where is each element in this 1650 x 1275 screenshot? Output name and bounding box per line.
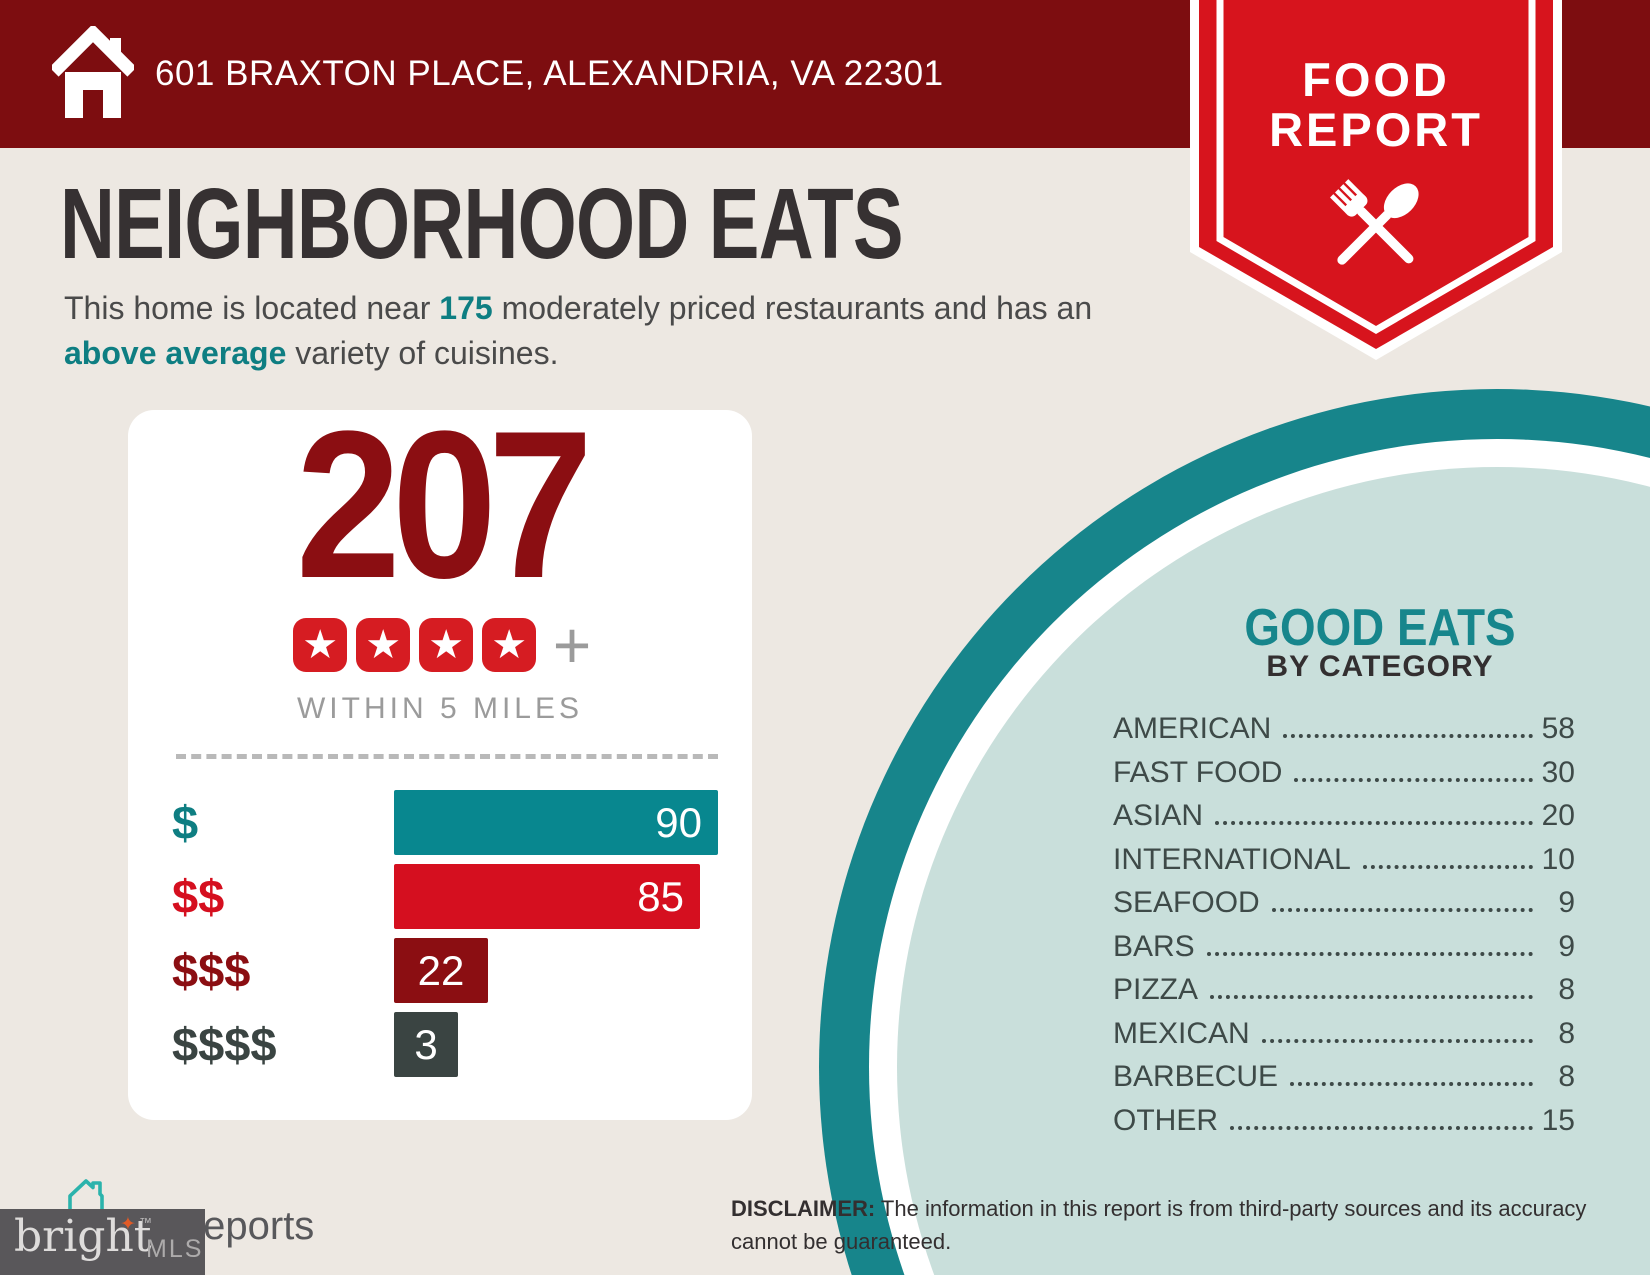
dotted-leader bbox=[1210, 994, 1533, 999]
list-item: INTERNATIONAL 10 bbox=[1113, 843, 1575, 887]
list-item: SEAFOOD 9 bbox=[1113, 886, 1575, 930]
ribbon-title-line2: REPORT bbox=[1269, 103, 1483, 156]
list-item: BARBECUE 8 bbox=[1113, 1060, 1575, 1104]
dotted-leader bbox=[1206, 951, 1533, 956]
category-label: PIZZA bbox=[1113, 973, 1199, 1006]
home-icon bbox=[52, 26, 134, 118]
mls-logo-text: MLS bbox=[146, 1235, 204, 1263]
stats-card: 207 ★ ★ ★ ★ + WITHIN 5 MILES $ 90 $$ 85 $$$ … bbox=[128, 400, 752, 1120]
bright-logo-text: bright bbox=[14, 1211, 152, 1262]
bright-mls-logo: bright ✦ ™ MLS bbox=[0, 1209, 205, 1275]
list-item: AMERICAN 58 bbox=[1113, 712, 1575, 756]
dotted-leader bbox=[1230, 1125, 1533, 1130]
dotted-leader bbox=[1362, 864, 1533, 869]
bar: 85 bbox=[394, 864, 700, 929]
category-label: BARS bbox=[1113, 929, 1195, 963]
category-label: ASIAN bbox=[1113, 799, 1204, 832]
category-value: 8 bbox=[1558, 1016, 1575, 1050]
dotted-leader bbox=[1261, 1038, 1533, 1043]
category-value: 9 bbox=[1558, 886, 1575, 919]
intro-pre: This home is located near bbox=[64, 290, 440, 326]
category-label: MEXICAN bbox=[1113, 1016, 1250, 1050]
category-label: AMERICAN bbox=[1113, 712, 1272, 745]
category-label: FAST FOOD bbox=[1113, 755, 1283, 789]
list-item: BARS 9 bbox=[1113, 930, 1575, 974]
total-restaurants: 207 bbox=[295, 387, 593, 622]
category-list: AMERICAN 58 FAST FOOD 30 ASIAN 20 INTERNATI… bbox=[1113, 712, 1575, 1147]
dotted-leader bbox=[1290, 1081, 1533, 1086]
listreports-house-icon bbox=[68, 1179, 104, 1219]
good-eats-title: GOOD EATS bbox=[1244, 599, 1516, 657]
price-bar-row: $$$ 22 bbox=[172, 938, 752, 1003]
bar: 3 bbox=[394, 1012, 458, 1077]
dotted-leader bbox=[1294, 777, 1533, 782]
category-value: 30 bbox=[1541, 755, 1575, 789]
spoon-fork-icon bbox=[1330, 179, 1419, 265]
good-eats-subtitle: BY CATEGORY bbox=[1266, 650, 1494, 683]
star-icon: ★ bbox=[419, 618, 474, 672]
intro-highlight: above average bbox=[64, 335, 287, 371]
price-bar-row: $$ 85 bbox=[172, 864, 752, 929]
category-value: 15 bbox=[1541, 1103, 1575, 1137]
intro-post: variety of cuisines. bbox=[286, 335, 559, 371]
list-item: PIZZA 8 bbox=[1113, 973, 1575, 1017]
price-tier-label: $$$$ bbox=[172, 1018, 277, 1071]
trademark-symbol: ™ bbox=[139, 1215, 152, 1230]
bright-star-icon: ✦ bbox=[120, 1214, 136, 1235]
ribbon-title-line1: FOOD bbox=[1302, 53, 1450, 106]
price-bar-chart: $ 90 $$ 85 $$$ 22 $$$$ 3 bbox=[172, 790, 752, 1086]
list-item: MEXICAN 8 bbox=[1113, 1017, 1575, 1061]
category-value: 9 bbox=[1558, 929, 1575, 963]
category-value: 10 bbox=[1541, 842, 1575, 876]
category-value: 8 bbox=[1558, 1060, 1575, 1093]
plus-sign: + bbox=[552, 608, 592, 682]
intro-mid: moderately priced restaurants and has an bbox=[492, 290, 1093, 326]
price-bar-row: $ 90 bbox=[172, 790, 752, 855]
bar-value: 3 bbox=[414, 1020, 438, 1068]
category-value: 58 bbox=[1541, 712, 1575, 745]
category-label: BARBECUE bbox=[1113, 1060, 1279, 1093]
star-icon: ★ bbox=[293, 618, 348, 672]
food-report-ribbon bbox=[1190, 0, 1562, 360]
star-icon: ★ bbox=[482, 618, 537, 672]
price-bar-row: $$$$ 3 bbox=[172, 1012, 752, 1077]
disclaimer-text: DISCLAIMER: The information in this repo… bbox=[731, 1196, 1587, 1254]
bar-value: 22 bbox=[417, 946, 465, 994]
price-tier-label: $ bbox=[172, 796, 199, 849]
category-label: SEAFOOD bbox=[1113, 886, 1260, 919]
list-item: FAST FOOD 30 bbox=[1113, 756, 1575, 800]
category-value: 8 bbox=[1558, 973, 1575, 1006]
disclaimer-label: DISCLAIMER: bbox=[731, 1196, 876, 1221]
dashed-divider bbox=[176, 754, 718, 759]
property-address: 601 BRAXTON PLACE, ALEXANDRIA, VA 22301 bbox=[155, 54, 944, 93]
price-tier-label: $$$ bbox=[172, 944, 251, 997]
bar: 22 bbox=[394, 938, 488, 1003]
list-item: OTHER 15 bbox=[1113, 1104, 1575, 1148]
intro-text: This home is located near 175 moderately… bbox=[64, 286, 1109, 376]
bar-value: 85 bbox=[637, 872, 684, 920]
radius-label: WITHIN 5 MILES bbox=[296, 692, 584, 725]
star-row: ★ ★ ★ ★ + bbox=[128, 608, 752, 682]
dotted-leader bbox=[1271, 907, 1533, 912]
category-label: INTERNATIONAL bbox=[1113, 842, 1351, 876]
category-label: OTHER bbox=[1113, 1103, 1218, 1137]
bar-value: 90 bbox=[655, 798, 702, 846]
dotted-leader bbox=[1215, 820, 1533, 825]
price-tier-label: $$ bbox=[172, 870, 225, 923]
star-icon: ★ bbox=[356, 618, 411, 672]
dotted-leader bbox=[1283, 733, 1533, 738]
page-title: NEIGHBORHOOD EATS bbox=[60, 168, 904, 280]
bar: 90 bbox=[394, 790, 718, 855]
category-value: 20 bbox=[1541, 799, 1575, 832]
list-item: ASIAN 20 bbox=[1113, 799, 1575, 843]
restaurant-count: 175 bbox=[439, 290, 493, 326]
